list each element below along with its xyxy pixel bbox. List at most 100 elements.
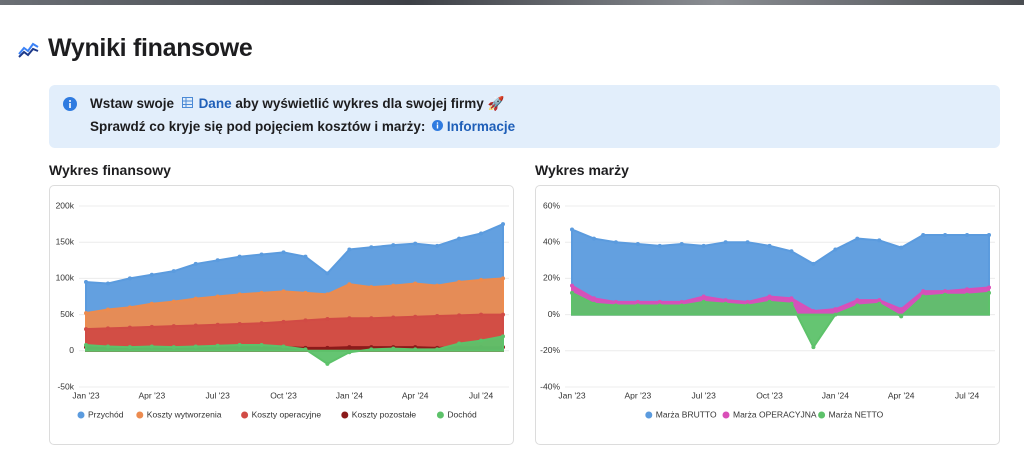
- point: [391, 315, 396, 320]
- legend-label: Dochód: [447, 409, 477, 419]
- legend-marker: [241, 411, 249, 419]
- banner-text: Wstaw swoje: [90, 96, 175, 111]
- point: [855, 303, 860, 308]
- point: [877, 298, 882, 303]
- point: [479, 312, 484, 317]
- y-tick-label: -40%: [540, 381, 560, 391]
- point: [965, 232, 970, 237]
- point: [281, 289, 286, 294]
- y-tick-label: -20%: [540, 345, 560, 355]
- x-tick-label: Apr '24: [402, 390, 429, 400]
- point: [259, 290, 264, 295]
- point: [435, 314, 440, 319]
- point: [591, 236, 596, 241]
- point: [347, 345, 352, 350]
- x-tick-label: Jan '23: [558, 390, 585, 400]
- x-tick-label: Jul '23: [206, 390, 231, 400]
- point: [84, 311, 88, 316]
- point: [899, 245, 904, 250]
- point: [215, 294, 220, 299]
- point: [965, 292, 970, 297]
- point: [613, 240, 618, 245]
- legend-label: Koszty pozostałe: [352, 409, 417, 419]
- chart-title: Wykres marży: [535, 162, 629, 178]
- point: [811, 345, 816, 350]
- info-icon-small: [432, 120, 444, 131]
- point: [723, 298, 728, 303]
- point: [745, 303, 750, 308]
- point: [369, 285, 374, 290]
- point: [303, 318, 308, 323]
- point: [369, 316, 374, 321]
- point: [171, 324, 176, 329]
- y-tick-label: 20%: [543, 273, 560, 283]
- y-tick-label: -50k: [57, 381, 74, 391]
- y-tick-label: 40%: [543, 236, 560, 246]
- point: [259, 321, 264, 326]
- point: [591, 296, 596, 301]
- point: [347, 350, 352, 355]
- point: [811, 261, 816, 266]
- chart-card: -40% -20% 0% 20% 40% 60% Jan '23 Apr '23 Jul '23…: [535, 185, 1000, 445]
- info-link[interactable]: Informacje: [446, 119, 516, 134]
- point: [391, 243, 396, 248]
- legend-label: Marża BRUTTO: [656, 409, 717, 419]
- point: [479, 277, 484, 282]
- y-tick-label: 50k: [60, 309, 74, 319]
- y-tick-label: 100k: [56, 273, 75, 283]
- point: [613, 303, 618, 308]
- point: [193, 344, 198, 349]
- point: [657, 303, 662, 308]
- info-icon: [63, 97, 77, 111]
- banner-text: aby wyświetlić wykres dla swojej firmy 🚀: [235, 96, 505, 111]
- point: [237, 322, 242, 327]
- point: [215, 258, 220, 263]
- point: [215, 322, 220, 327]
- chart: -50k 0 50k 100k 150k 200k Jan '23 Apr '23 Jul '2…: [56, 200, 509, 419]
- point: [767, 294, 772, 299]
- legend-marker: [341, 411, 349, 419]
- y-tick-label: 60%: [543, 200, 560, 210]
- point: [127, 325, 132, 330]
- x-tick-label: Jul '23: [692, 390, 717, 400]
- point: [237, 254, 242, 259]
- point: [369, 245, 374, 250]
- point: [657, 299, 662, 304]
- point: [325, 316, 330, 321]
- point: [237, 343, 242, 348]
- point: [127, 276, 132, 281]
- point: [325, 345, 330, 350]
- y-tick-label: 0%: [548, 309, 561, 319]
- legend-label: Koszty wytworzenia: [147, 409, 222, 419]
- legend-label: Przychód: [88, 409, 124, 419]
- point: [413, 281, 418, 286]
- point: [811, 308, 816, 313]
- point: [281, 250, 286, 255]
- point: [259, 343, 264, 348]
- point: [457, 236, 462, 241]
- legend-marker: [436, 411, 444, 419]
- chart-card: -50k 0 50k 100k 150k 200k Jan '23 Apr '23 Jul '2…: [49, 185, 514, 445]
- point: [701, 243, 706, 248]
- point: [767, 243, 772, 248]
- point: [701, 294, 706, 299]
- point: [877, 301, 882, 306]
- chart: -40% -20% 0% 20% 40% 60% Jan '23 Apr '23 Jul '23…: [540, 200, 995, 419]
- point: [435, 243, 440, 248]
- data-link[interactable]: Dane: [198, 96, 232, 111]
- legend-marker: [77, 411, 85, 419]
- point: [723, 240, 728, 245]
- point: [193, 323, 198, 328]
- point: [745, 299, 750, 304]
- x-tick-label: Jul '24: [469, 390, 494, 400]
- point: [965, 287, 970, 292]
- point: [105, 326, 110, 331]
- legend-label: Koszty operacyjne: [252, 409, 322, 419]
- point: [435, 283, 440, 288]
- legend-marker: [818, 411, 826, 419]
- point: [921, 294, 926, 299]
- point: [767, 299, 772, 304]
- point: [149, 344, 154, 349]
- chart-title: Wykres finansowy: [49, 162, 171, 178]
- banner-line: Sprawdź co kryje się pod pojęciem kosztó…: [90, 119, 515, 134]
